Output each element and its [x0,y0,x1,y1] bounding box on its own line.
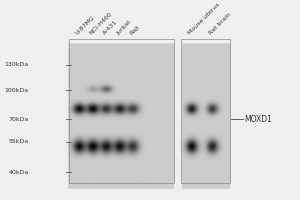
Text: 55kDa: 55kDa [8,139,28,144]
Text: 100kDa: 100kDa [4,88,28,93]
Text: A-431: A-431 [102,19,119,36]
Bar [182,39,230,183]
Text: U-87MG: U-87MG [75,15,96,36]
Text: Raji: Raji [129,24,140,36]
Text: NCI-H460: NCI-H460 [89,11,113,36]
Text: 130kDa: 130kDa [4,62,28,67]
Text: Jurkat: Jurkat [116,19,132,36]
Text: MOXD1: MOXD1 [244,115,272,124]
Bar [69,39,174,183]
Text: 40kDa: 40kDa [8,170,28,175]
Text: Rat brain: Rat brain [208,12,232,36]
Text: Mouse uterus: Mouse uterus [188,2,221,36]
Text: 70kDa: 70kDa [8,117,28,122]
